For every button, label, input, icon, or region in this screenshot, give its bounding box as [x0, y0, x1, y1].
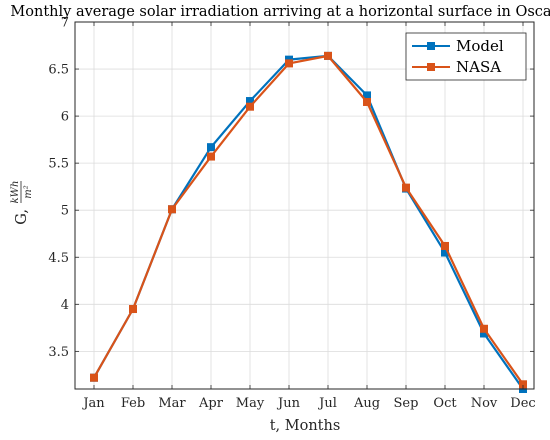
y-tick-label: 6.5 [48, 63, 69, 78]
series-line-nasa [93, 54, 524, 385]
legend-marker-model [427, 42, 435, 50]
x-tick-label: Jul [317, 396, 337, 411]
y-axis-label-prefix: G, [14, 209, 30, 225]
x-tick-label: Feb [121, 396, 145, 411]
y-tick-label: 5 [61, 204, 69, 219]
x-tick-label: Sep [394, 396, 419, 411]
data-point-model [441, 248, 449, 257]
data-point-nasa [480, 324, 488, 333]
y-tick-label: 4 [61, 298, 69, 313]
y-tick-label: 7 [61, 16, 69, 31]
x-tick-label: Apr [198, 396, 224, 411]
y-axis-unit-numerator: kWh [10, 181, 21, 204]
data-point-nasa [324, 51, 332, 60]
series-lines [90, 51, 527, 393]
x-tick-label: Oct [433, 396, 457, 411]
data-point-nasa [168, 205, 176, 214]
x-tick-label: Nov [471, 396, 498, 411]
y-tick-label: 4.5 [48, 251, 69, 266]
legend-label-model: Model [456, 37, 504, 55]
x-axis-label: t, Months [270, 418, 341, 434]
ticks: Jan Feb Mar Apr May Jun Jul Aug Sep Oct Nov Dec 3.5 4… [48, 16, 535, 412]
y-axis-unit-denominator: m² [23, 185, 34, 199]
y-tick-label: 3.5 [48, 345, 69, 360]
plot-frame [74, 21, 535, 390]
data-point-nasa [363, 97, 371, 106]
data-point-model [207, 143, 215, 152]
legend-box [405, 32, 527, 81]
data-point-nasa [285, 59, 293, 68]
y-tick-label: 6 [61, 110, 69, 125]
x-tick-label: Mar [158, 396, 186, 411]
legend: Model NASA [405, 32, 527, 81]
chart-title: Monthly average solar irradiation arrivi… [10, 4, 550, 20]
x-tick-label: Aug [353, 396, 380, 411]
data-point-nasa [519, 380, 527, 389]
data-point-model [480, 329, 488, 338]
legend-label-nasa: NASA [456, 58, 501, 76]
y-tick-label: 5.5 [48, 157, 69, 172]
data-point-model [246, 97, 254, 106]
x-tick-label: Dec [510, 396, 535, 411]
data-point-model [363, 91, 371, 100]
x-tick-label: Jan [81, 396, 105, 411]
x-tick-label: Jun [276, 396, 301, 411]
plot-area [75, 22, 534, 389]
legend-marker-nasa [427, 63, 435, 71]
data-point-nasa [402, 183, 410, 192]
data-point-nasa [129, 305, 137, 314]
y-axis-label: G, kWh m² [10, 181, 34, 225]
x-tick-label: May [236, 396, 265, 411]
data-point-nasa [90, 373, 98, 382]
data-point-nasa [246, 102, 254, 111]
data-point-nasa [207, 152, 215, 161]
data-point-nasa [441, 241, 449, 250]
